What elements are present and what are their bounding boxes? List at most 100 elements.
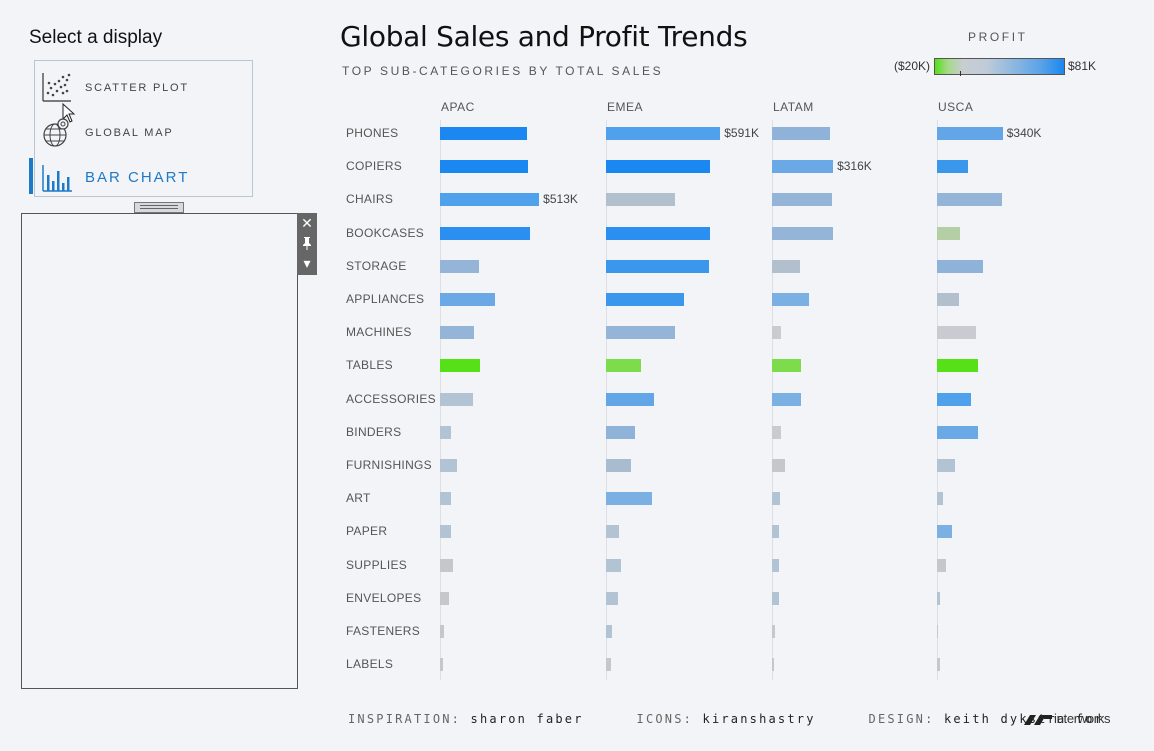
bar-usca-phones[interactable] bbox=[937, 127, 1003, 140]
bar-apac-furnishings[interactable] bbox=[440, 459, 458, 472]
data-label: $340K bbox=[1006, 126, 1042, 140]
bar-emea-supplies[interactable] bbox=[606, 558, 622, 572]
bar-emea-binders[interactable] bbox=[606, 425, 635, 439]
bar-usca-labels[interactable] bbox=[937, 658, 940, 672]
bar-latam-fasteners[interactable] bbox=[772, 625, 776, 638]
bar-usca-binders[interactable] bbox=[937, 425, 978, 439]
data-label: $316K bbox=[837, 159, 872, 174]
scatter-plot-icon bbox=[42, 73, 71, 102]
bar-emea-art[interactable] bbox=[606, 492, 653, 506]
bar-latam-binders[interactable] bbox=[772, 425, 781, 439]
dropdown-menu-icon[interactable]: ▾ bbox=[303, 255, 311, 271]
bar-usca-chairs[interactable] bbox=[937, 193, 1002, 207]
bar-emea-accessories[interactable] bbox=[606, 392, 655, 406]
select-display-title: Select a display bbox=[29, 27, 163, 48]
bar-latam-paper[interactable] bbox=[772, 525, 779, 539]
bar-apac-copiers[interactable] bbox=[440, 160, 528, 174]
bar-apac-storage[interactable] bbox=[440, 259, 479, 273]
bar-chart-icon bbox=[42, 165, 72, 192]
bar-apac-fasteners[interactable] bbox=[440, 625, 444, 638]
bar-latam-envelopes[interactable] bbox=[772, 591, 780, 605]
bar-chart-label: BAR CHART bbox=[85, 169, 190, 186]
bar-usca-envelopes[interactable] bbox=[937, 591, 940, 605]
bar-apac-envelopes[interactable] bbox=[440, 591, 449, 605]
bar-latam-labels[interactable] bbox=[772, 658, 775, 672]
bar-latam-accessories[interactable] bbox=[772, 392, 801, 406]
bar-usca-storage[interactable] bbox=[937, 259, 984, 273]
bar-latam-appliances[interactable] bbox=[772, 293, 809, 306]
panel-resize-handle[interactable] bbox=[134, 202, 184, 213]
bar-usca-tables[interactable] bbox=[937, 359, 978, 373]
bar-emea-bookcases[interactable] bbox=[606, 226, 711, 240]
region-label-apac: APAC bbox=[441, 100, 475, 114]
pin-icon[interactable] bbox=[297, 233, 317, 253]
global-map-option[interactable]: GLOBAL MAP bbox=[35, 112, 254, 152]
bar-apac-accessories[interactable] bbox=[440, 392, 473, 406]
bar-usca-fasteners[interactable] bbox=[937, 625, 938, 638]
bar-apac-appliances[interactable] bbox=[440, 293, 496, 306]
global-map-label: GLOBAL MAP bbox=[85, 127, 174, 139]
bar-apac-bookcases[interactable] bbox=[440, 226, 530, 240]
legend-max-label: $81K bbox=[1068, 59, 1097, 73]
bar-emea-furnishings[interactable] bbox=[606, 459, 632, 472]
bar-latam-phones[interactable] bbox=[772, 127, 830, 140]
bar-usca-supplies[interactable] bbox=[937, 558, 946, 572]
region-label-usca: USCA bbox=[938, 100, 974, 114]
bar-usca-accessories[interactable] bbox=[937, 392, 971, 406]
bar-apac-labels[interactable] bbox=[440, 658, 443, 672]
bar-usca-furnishings[interactable] bbox=[937, 459, 956, 472]
bar-latam-tables[interactable] bbox=[772, 359, 801, 373]
bar-apac-binders[interactable] bbox=[440, 425, 451, 439]
bar-emea-envelopes[interactable] bbox=[606, 591, 618, 605]
bar-chart-option[interactable]: BAR CHART bbox=[35, 157, 254, 197]
legend-title: PROFIT bbox=[968, 30, 1028, 44]
bar-emea-storage[interactable] bbox=[606, 259, 710, 273]
bar-latam-chairs[interactable] bbox=[772, 193, 832, 207]
bar-usca-appliances[interactable] bbox=[937, 293, 960, 306]
bar-emea-fasteners[interactable] bbox=[606, 625, 612, 638]
bar-emea-appliances[interactable] bbox=[606, 293, 685, 306]
bar-apac-supplies[interactable] bbox=[440, 558, 453, 572]
bar-latam-art[interactable] bbox=[772, 492, 780, 506]
category-label: BOOKCASES bbox=[346, 225, 425, 240]
bar-latam-bookcases[interactable] bbox=[772, 226, 833, 240]
bar-usca-paper[interactable] bbox=[937, 525, 953, 539]
bar-apac-phones[interactable] bbox=[440, 127, 527, 140]
scatter-plot-label: SCATTER PLOT bbox=[85, 82, 189, 94]
bar-apac-chairs[interactable] bbox=[440, 193, 540, 207]
bar-latam-furnishings[interactable] bbox=[772, 459, 785, 472]
legend-zero-tick bbox=[960, 71, 961, 76]
bar-latam-storage[interactable] bbox=[772, 259, 801, 273]
category-label: TABLES bbox=[346, 358, 393, 373]
bar-usca-machines[interactable] bbox=[937, 326, 976, 340]
bar-latam-machines[interactable] bbox=[772, 326, 781, 340]
category-label: PHONES bbox=[346, 126, 399, 140]
design-value: keith dykstra for bbox=[943, 712, 1105, 726]
legend-min-label: ($20K) bbox=[894, 59, 931, 73]
bar-apac-machines[interactable] bbox=[440, 326, 474, 340]
profit-color-legend[interactable] bbox=[934, 58, 1065, 75]
bar-latam-copiers[interactable] bbox=[772, 160, 834, 174]
bar-emea-labels[interactable] bbox=[606, 658, 611, 672]
bar-emea-tables[interactable] bbox=[606, 359, 641, 373]
close-icon[interactable]: ✕ bbox=[301, 215, 313, 231]
credits-footer: INSPIRATION: sharon faber ICONS: kiransh… bbox=[348, 712, 1104, 726]
bar-apac-art[interactable] bbox=[440, 492, 451, 506]
scatter-plot-option[interactable]: SCATTER PLOT bbox=[35, 67, 254, 123]
category-label: PAPER bbox=[346, 524, 388, 539]
bar-apac-paper[interactable] bbox=[440, 525, 451, 539]
icons-key: ICONS: bbox=[636, 712, 694, 726]
bar-emea-machines[interactable] bbox=[606, 326, 675, 340]
bar-emea-phones[interactable] bbox=[606, 127, 721, 140]
bar-emea-copiers[interactable] bbox=[606, 160, 711, 174]
region-label-latam: LATAM bbox=[773, 100, 814, 114]
bar-apac-tables[interactable] bbox=[440, 359, 481, 373]
category-label: STORAGE bbox=[346, 258, 407, 273]
bar-usca-copiers[interactable] bbox=[937, 160, 968, 174]
bar-usca-bookcases[interactable] bbox=[937, 226, 961, 240]
bar-emea-paper[interactable] bbox=[606, 525, 619, 539]
bar-emea-chairs[interactable] bbox=[606, 193, 675, 207]
bar-usca-art[interactable] bbox=[937, 492, 943, 506]
bar-latam-supplies[interactable] bbox=[772, 558, 779, 572]
active-item-marker bbox=[29, 158, 33, 194]
